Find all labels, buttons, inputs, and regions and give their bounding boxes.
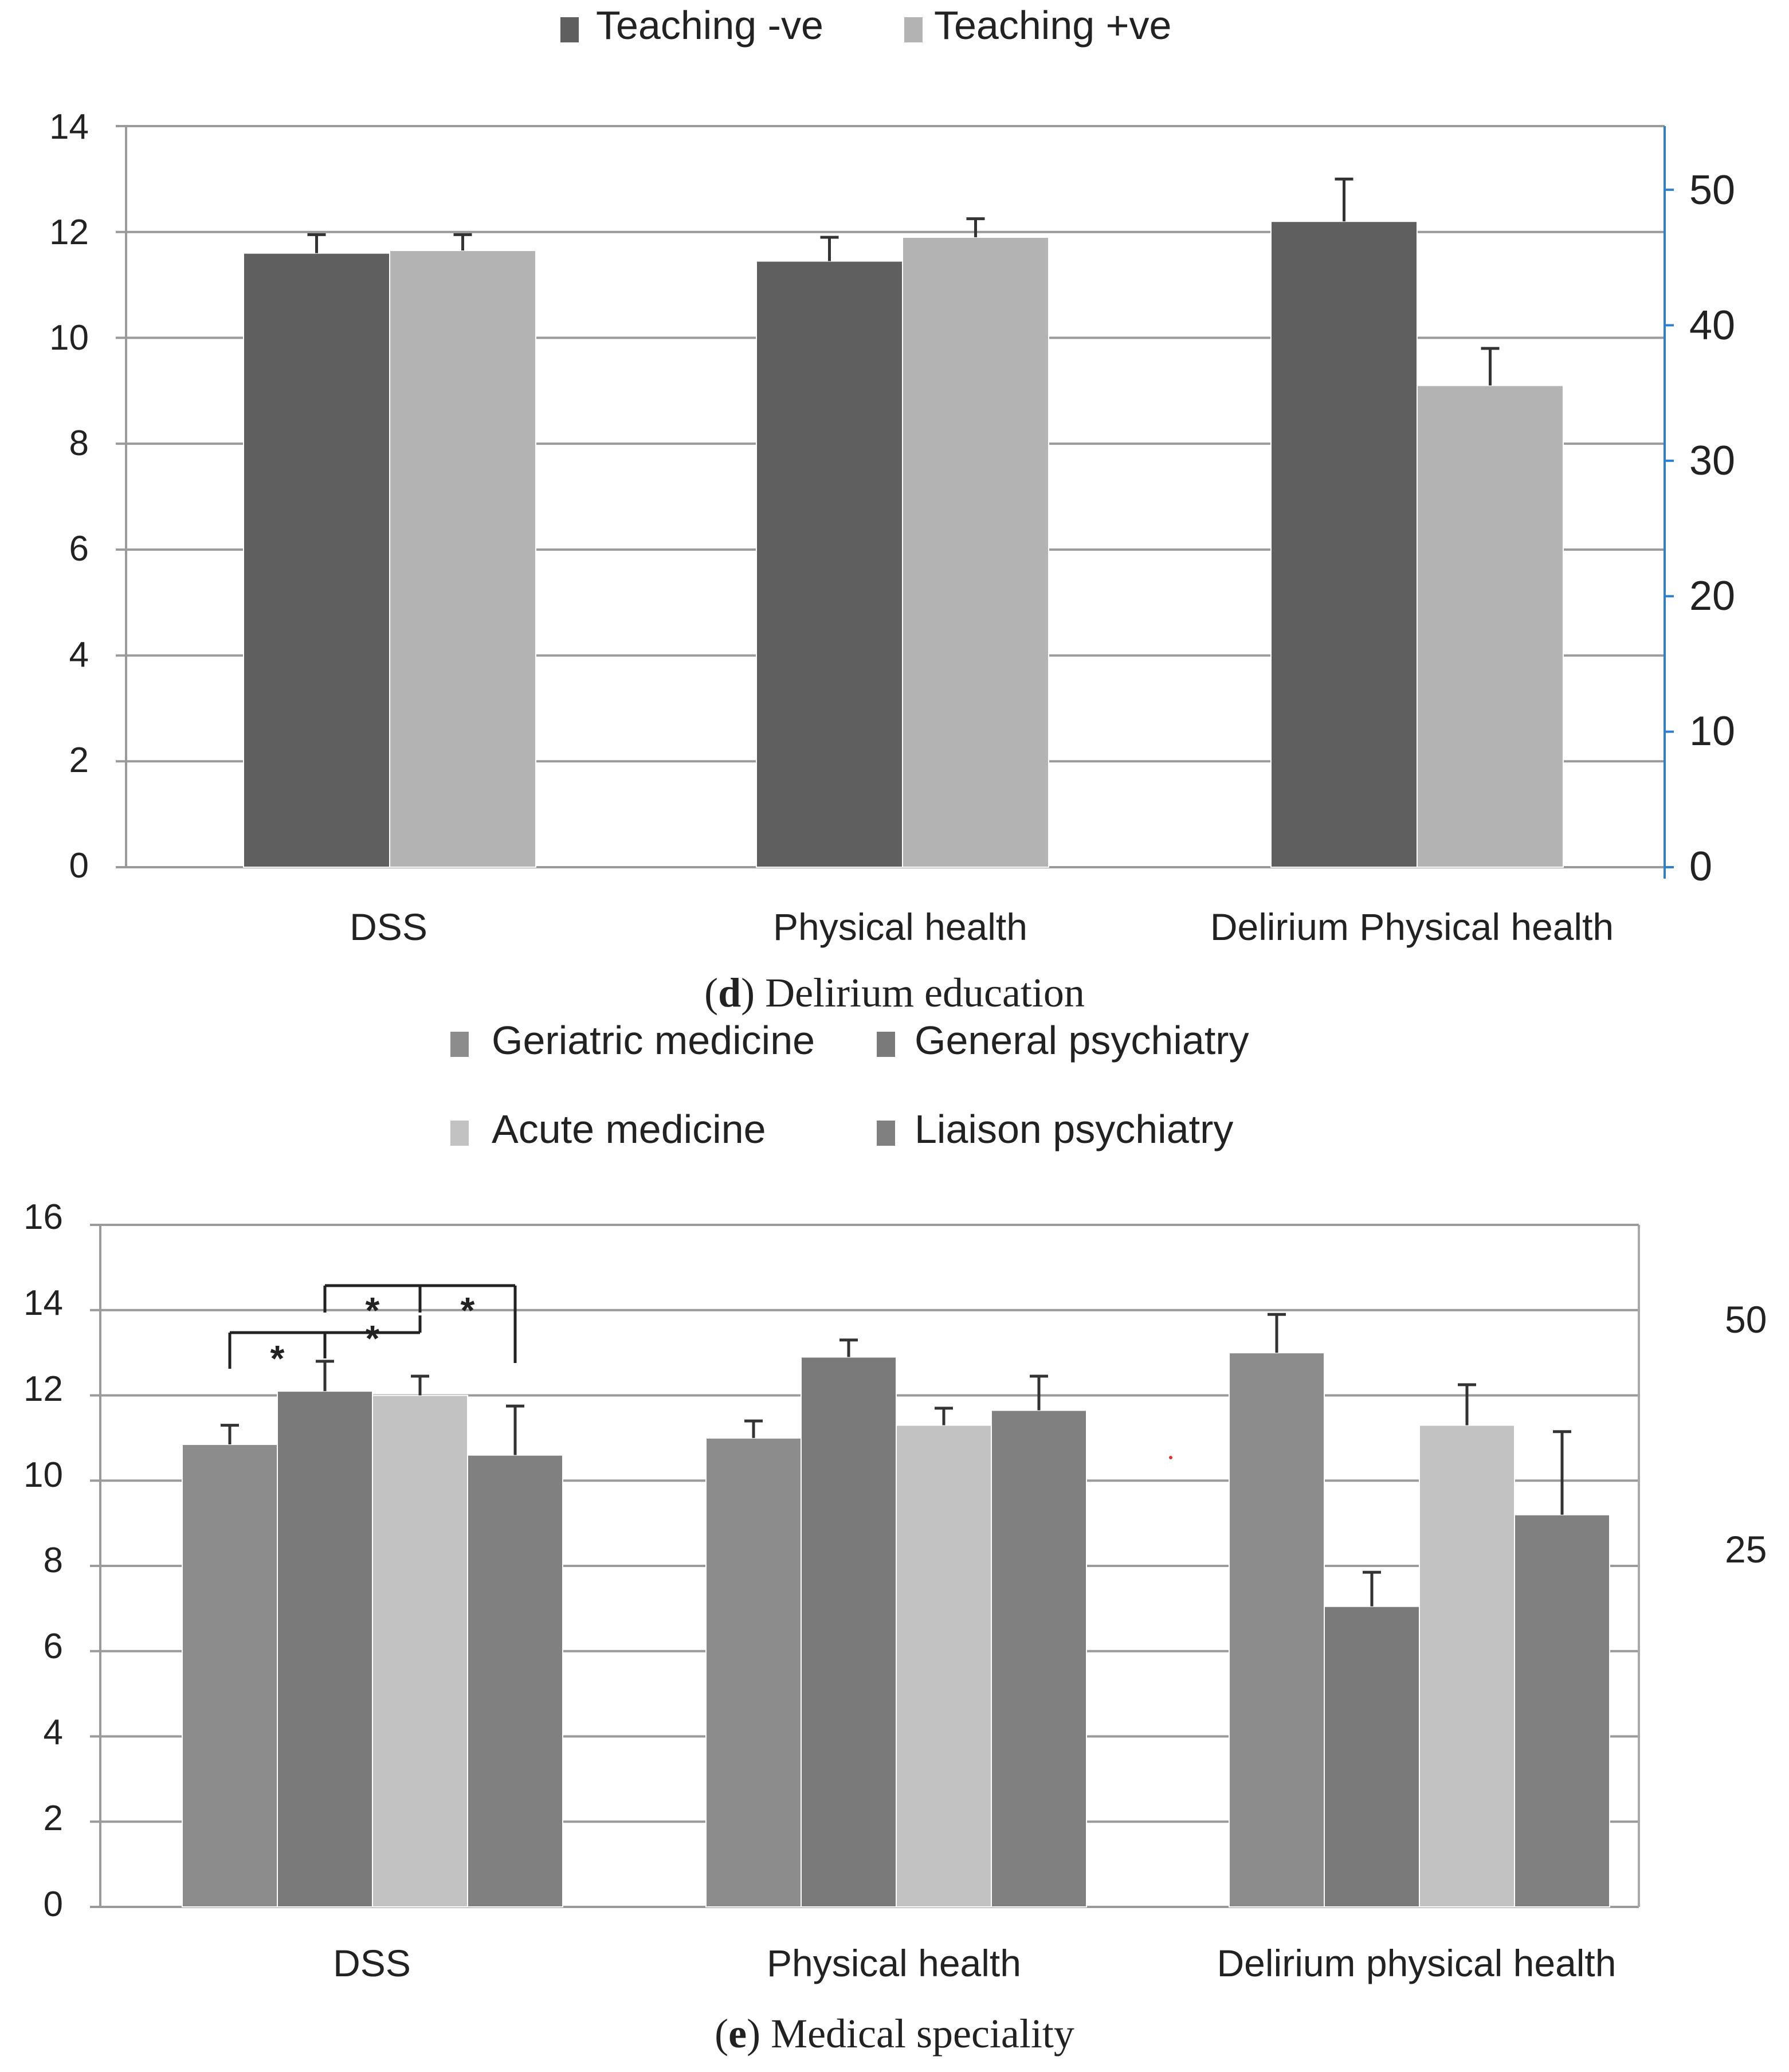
chart-medical-speciality: Geriatric medicine General psychiatry Ac… — [23, 1018, 1767, 2057]
bar-teaching-ve-delirium-physical-health — [1417, 385, 1564, 868]
y-tick-label: 8 — [69, 424, 89, 463]
bar-general-psychiatry-dss — [277, 1391, 373, 1908]
y-axis-ticks-d: 0 2 4 6 8 10 12 14 — [49, 107, 89, 886]
bar-acute-medicine-delirium-physical-health — [1419, 1424, 1515, 1908]
y-tick-label: 4 — [69, 635, 89, 675]
y2-tick-label: 40 — [1689, 303, 1735, 348]
bar-teaching-ve-delirium-physical-health — [1270, 221, 1418, 868]
y2-tick-label: 30 — [1689, 438, 1735, 484]
y-tick-label: 14 — [23, 1283, 63, 1323]
bar-geriatric-medicine-physical-health — [705, 1437, 802, 1908]
legend-swatch-teaching-neg — [560, 17, 579, 42]
x-category-label: DSS — [350, 906, 427, 948]
bar-geriatric-medicine-delirium-physical-health — [1229, 1352, 1325, 1908]
x-category-label: Delirium physical health — [1217, 1942, 1617, 1984]
y-tick-label: 0 — [69, 846, 89, 886]
chart-delirium-education: Teaching -ve Teaching +ve 0 2 4 6 8 10 1… — [49, 3, 1735, 1016]
y2-axis-ticks-e: 25 50 — [1725, 1298, 1767, 1570]
significance-star: * — [270, 1338, 285, 1379]
legend-label-teaching-pos: Teaching +ve — [934, 3, 1171, 48]
stray-red-dot — [1169, 1456, 1172, 1459]
legend-swatch-acute-medicine — [450, 1121, 469, 1146]
y2-tick-label: 50 — [1725, 1298, 1767, 1341]
bar-liaison-psychiatry-delirium-physical-health — [1514, 1514, 1610, 1908]
bar-acute-medicine-physical-health — [896, 1424, 992, 1908]
legend-swatch-liaison-psychiatry — [877, 1121, 895, 1146]
bar-liaison-psychiatry-physical-health — [991, 1409, 1087, 1908]
y2-tick-label: 0 — [1689, 844, 1712, 890]
y2-tick-label: 25 — [1725, 1528, 1767, 1570]
bars — [243, 177, 1564, 868]
y2-tick-label: 50 — [1689, 167, 1735, 213]
legend-swatch-geriatric-medicine — [450, 1032, 469, 1057]
y-tick-label: 2 — [69, 741, 89, 780]
legend-label-acute-medicine: Acute medicine — [492, 1107, 766, 1151]
y-tick-label: 12 — [23, 1369, 63, 1409]
y-tick-label: 6 — [44, 1627, 63, 1666]
significance-star: * — [366, 1290, 380, 1331]
bar-geriatric-medicine-dss — [182, 1444, 278, 1908]
y-tick-label: 12 — [49, 213, 89, 252]
legend-e: Geriatric medicine General psychiatry Ac… — [450, 1018, 1249, 1151]
y2-tick-label: 20 — [1689, 573, 1735, 619]
y-tick-label: 6 — [69, 529, 89, 569]
legend-label-geriatric-medicine: Geriatric medicine — [492, 1018, 815, 1063]
bar-teaching-ve-physical-health — [902, 236, 1049, 868]
y2-tick-label: 10 — [1689, 708, 1735, 754]
bar-liaison-psychiatry-dss — [467, 1454, 563, 1908]
bar-acute-medicine-dss — [372, 1395, 468, 1908]
bar-teaching-ve-physical-health — [756, 260, 903, 868]
y-tick-label: 0 — [44, 1885, 63, 1924]
caption-e: (e) Medical speciality — [715, 2011, 1074, 2057]
y-tick-label: 2 — [44, 1799, 63, 1838]
bar-teaching-ve-dss — [243, 252, 390, 868]
legend-label-general-psychiatry: General psychiatry — [915, 1018, 1249, 1063]
y-tick-label: 16 — [23, 1197, 63, 1237]
x-axis-labels-e: DSS Physical health Delirium physical he… — [333, 1942, 1616, 1984]
y-tick-label: 10 — [23, 1455, 63, 1495]
legend-label-teaching-neg: Teaching -ve — [596, 3, 823, 48]
x-category-label: Delirium Physical health — [1210, 906, 1614, 948]
significance-star: * — [461, 1290, 475, 1331]
legend-d: Teaching -ve Teaching +ve — [560, 3, 1171, 48]
legend-swatch-teaching-pos — [904, 17, 923, 42]
x-category-label: Physical health — [767, 1942, 1021, 1984]
bar-general-psychiatry-physical-health — [801, 1356, 897, 1908]
y-tick-label: 10 — [49, 318, 89, 358]
caption-d: (d) Delirium education — [704, 970, 1085, 1016]
significance-star: * — [366, 1318, 380, 1359]
legend-label-liaison-psychiatry: Liaison psychiatry — [915, 1107, 1233, 1151]
y-tick-label: 4 — [44, 1713, 63, 1752]
x-axis-labels-d: DSS Physical health Delirium Physical he… — [350, 906, 1614, 948]
significance-brackets: * ** * — [228, 1284, 517, 1379]
legend-swatch-general-psychiatry — [877, 1032, 895, 1057]
x-category-label: Physical health — [773, 906, 1027, 948]
y-tick-label: 14 — [49, 107, 89, 147]
bar-teaching-ve-dss — [389, 250, 536, 868]
bars — [182, 1313, 1610, 1908]
y-tick-label: 8 — [44, 1541, 63, 1580]
bar-general-psychiatry-delirium-physical-health — [1324, 1605, 1420, 1908]
y-axis-ticks-e: 0 2 4 6 8 10 12 14 16 — [23, 1197, 63, 1924]
x-category-label: DSS — [333, 1942, 411, 1984]
y2-axis-ticks-d: 0 10 20 30 40 50 — [1689, 167, 1735, 890]
